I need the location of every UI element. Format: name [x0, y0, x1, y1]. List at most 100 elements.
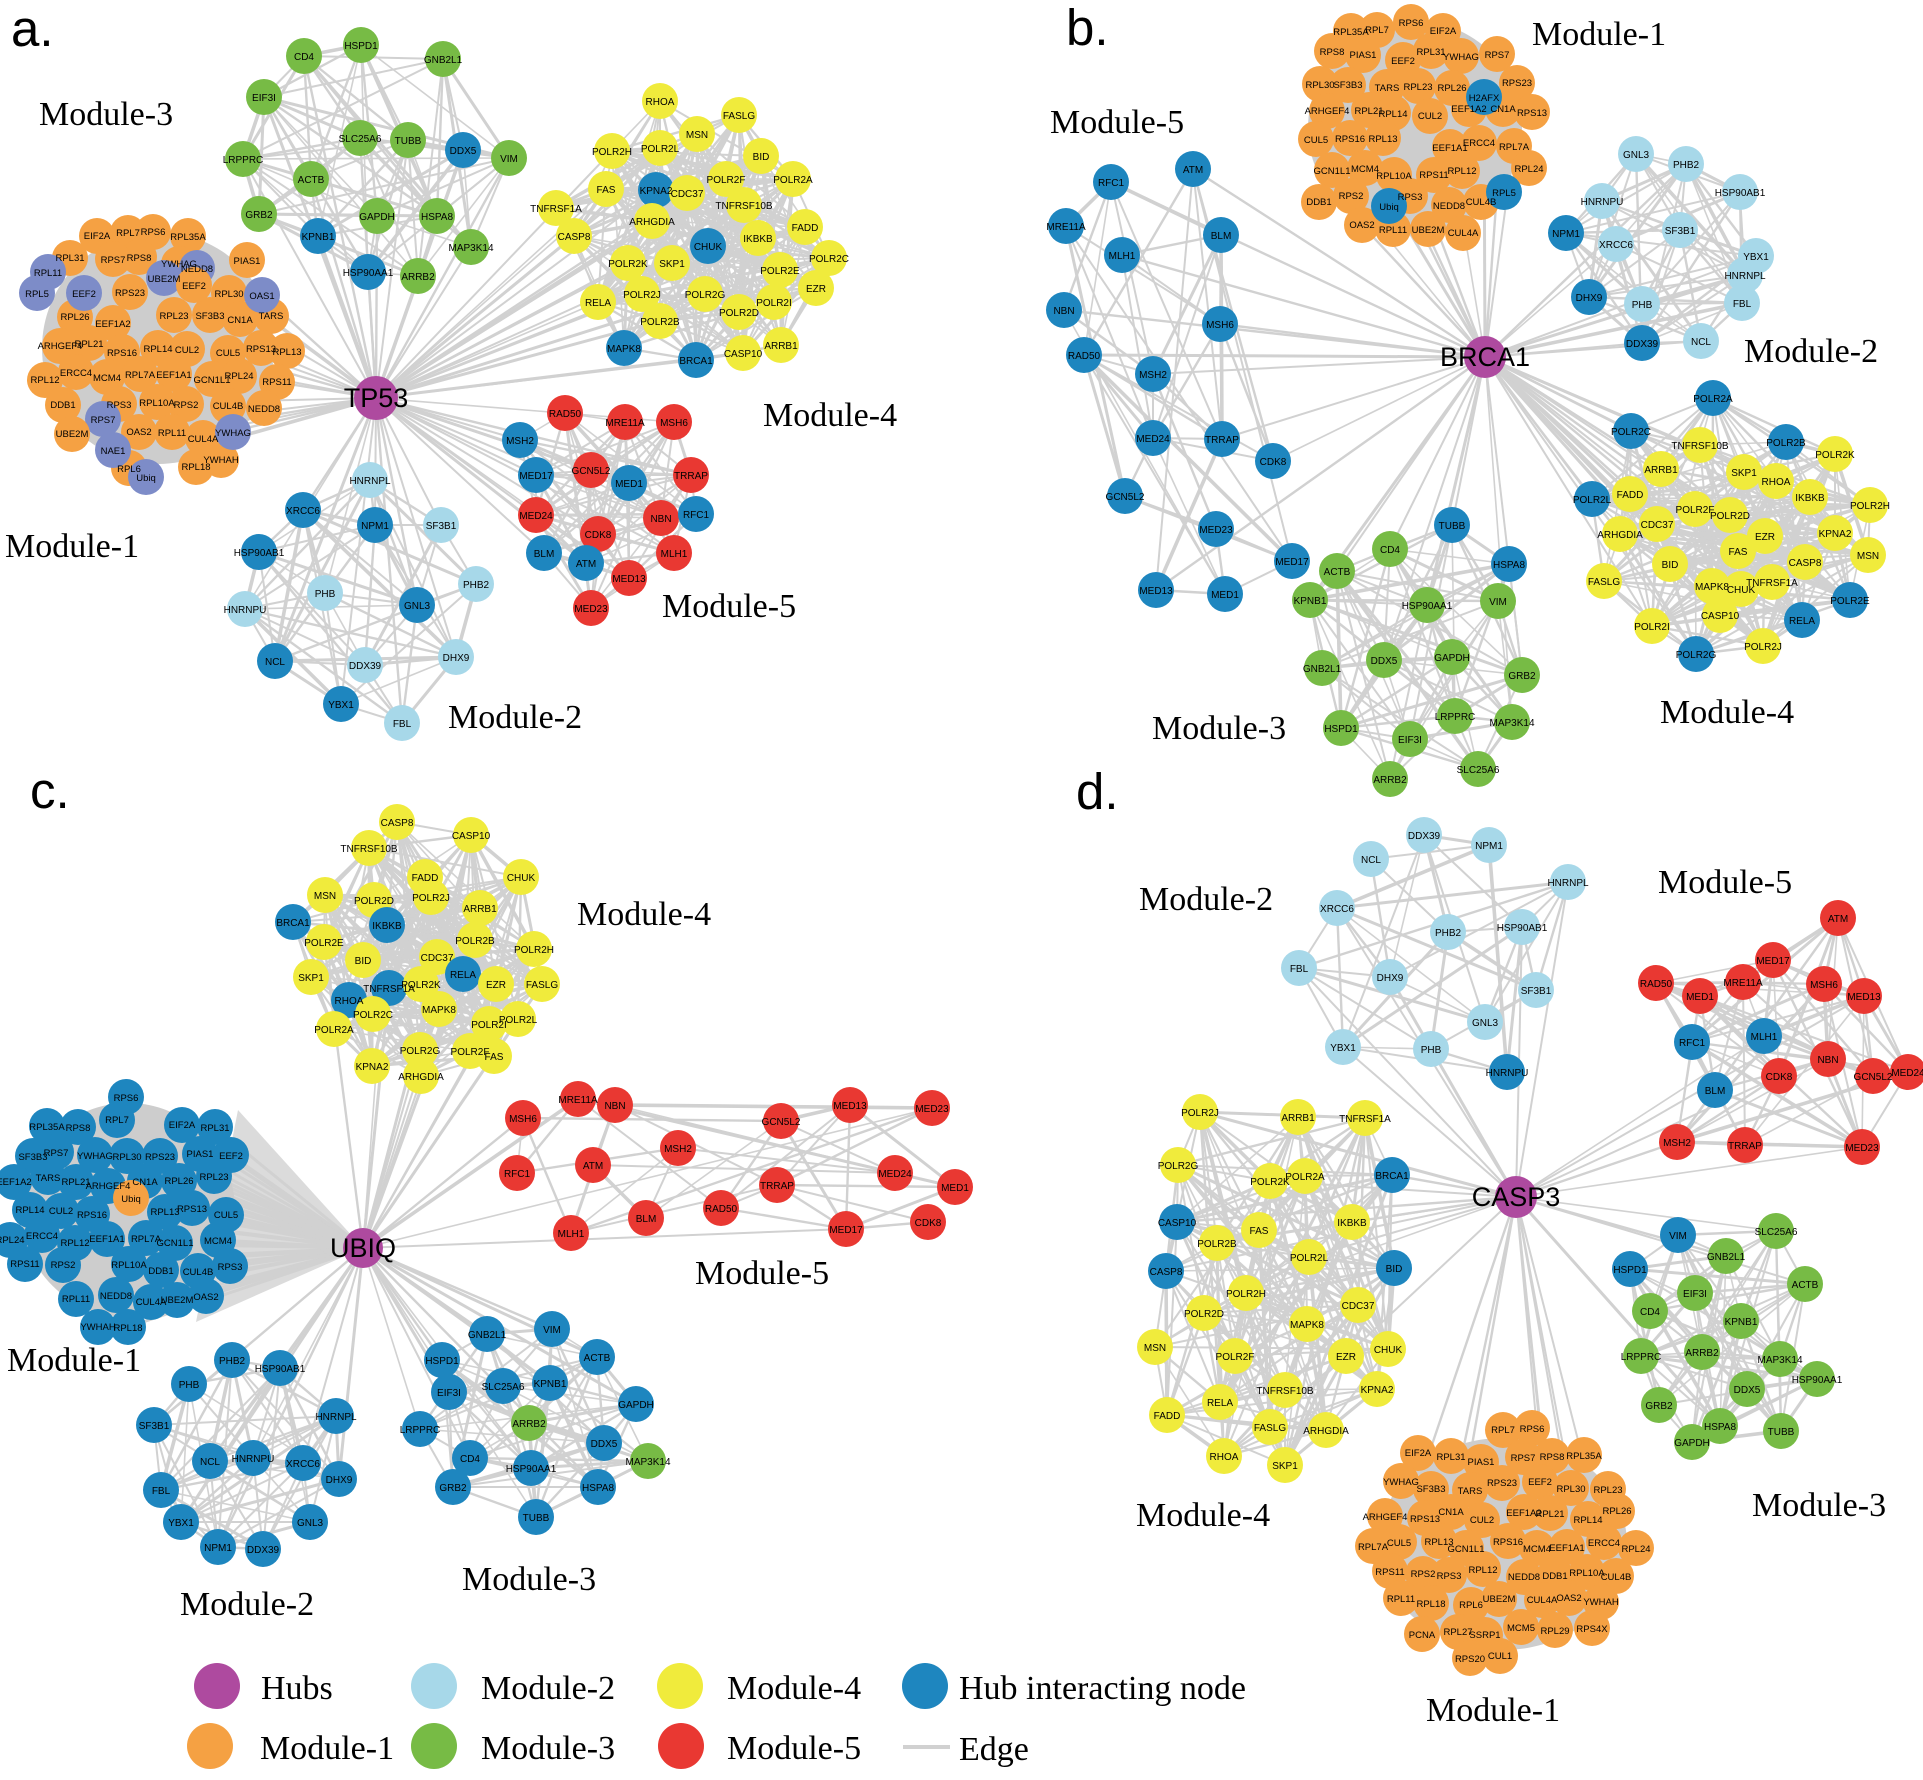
svg-text:RPS8: RPS8 [66, 1123, 91, 1134]
svg-text:POLR2C: POLR2C [809, 254, 849, 265]
svg-text:GAPDH: GAPDH [359, 212, 395, 223]
svg-text:HSPD1: HSPD1 [1613, 1265, 1647, 1276]
svg-text:KPNA2: KPNA2 [1819, 529, 1852, 540]
svg-text:GCN1L1: GCN1L1 [157, 1238, 194, 1249]
svg-text:RPL21: RPL21 [74, 339, 103, 350]
svg-text:RPS3: RPS3 [107, 400, 132, 411]
svg-text:RPL26: RPL26 [164, 1176, 193, 1187]
svg-text:RPL5: RPL5 [1492, 188, 1516, 199]
svg-text:RHOA: RHOA [335, 996, 364, 1007]
svg-text:GCN1L1: GCN1L1 [1448, 1544, 1485, 1555]
svg-text:UBIQ: UBIQ [330, 1233, 396, 1263]
svg-text:ARRB2: ARRB2 [401, 272, 435, 283]
svg-text:GCN1L1: GCN1L1 [1314, 166, 1351, 177]
svg-text:RPS23: RPS23 [145, 1152, 175, 1163]
svg-text:NPM1: NPM1 [1552, 229, 1580, 240]
svg-text:BLM: BLM [1211, 231, 1232, 242]
svg-text:MED24: MED24 [1891, 1068, 1923, 1079]
svg-text:YWHAG: YWHAG [215, 428, 251, 439]
svg-text:DDX39: DDX39 [1408, 831, 1441, 842]
svg-text:MED1: MED1 [615, 479, 643, 490]
svg-text:Module-1: Module-1 [1426, 1692, 1560, 1729]
svg-text:POLR2E: POLR2E [760, 266, 800, 277]
svg-text:CDK8: CDK8 [585, 530, 612, 541]
svg-text:HNRNPL: HNRNPL [1547, 878, 1589, 889]
svg-text:RPL26: RPL26 [60, 312, 89, 323]
svg-text:TRRAP: TRRAP [1205, 435, 1239, 446]
svg-text:RPL7: RPL7 [1365, 25, 1389, 36]
svg-text:NCL: NCL [265, 657, 285, 668]
svg-text:RPL13: RPL13 [272, 347, 301, 358]
svg-text:VIM: VIM [543, 1325, 561, 1336]
svg-text:RPL18: RPL18 [113, 1323, 142, 1334]
svg-text:RPL12: RPL12 [1468, 1565, 1497, 1576]
svg-text:RPS13: RPS13 [177, 1204, 207, 1215]
svg-text:GRB2: GRB2 [439, 1483, 467, 1494]
svg-text:FADD: FADD [412, 873, 439, 884]
svg-text:CASP10: CASP10 [452, 831, 491, 842]
svg-text:UBE2M: UBE2M [1483, 1594, 1516, 1605]
svg-text:HSP90AB1: HSP90AB1 [1497, 923, 1548, 934]
svg-text:GAPDH: GAPDH [1434, 653, 1470, 664]
svg-text:HSP90AA1: HSP90AA1 [1792, 1375, 1843, 1386]
svg-text:YWHAG: YWHAG [77, 1151, 113, 1162]
svg-text:ARHGEF4: ARHGEF4 [1305, 106, 1350, 117]
svg-text:VIM: VIM [1669, 1231, 1687, 1242]
svg-text:DHX9: DHX9 [326, 1475, 353, 1486]
svg-text:DDX5: DDX5 [1734, 1385, 1761, 1396]
svg-text:FASLG: FASLG [1588, 577, 1620, 588]
svg-text:b.: b. [1066, 0, 1109, 56]
svg-text:YBX1: YBX1 [1743, 252, 1769, 263]
svg-text:HSP90AA1: HSP90AA1 [343, 268, 394, 279]
svg-text:RPL27: RPL27 [1443, 1627, 1472, 1638]
svg-text:MED1: MED1 [941, 1183, 969, 1194]
svg-text:FADD: FADD [792, 223, 819, 234]
svg-text:MCM5: MCM5 [1507, 1623, 1535, 1634]
svg-text:MAP3K14: MAP3K14 [1757, 1355, 1802, 1366]
svg-text:Module-1: Module-1 [260, 1730, 394, 1767]
svg-text:Module-3: Module-3 [481, 1730, 615, 1767]
svg-text:POLR2B: POLR2B [1766, 438, 1806, 449]
svg-text:ATM: ATM [583, 1161, 603, 1172]
svg-text:RPL10A: RPL10A [1569, 1568, 1605, 1579]
svg-text:HNRNPU: HNRNPU [1486, 1068, 1529, 1079]
svg-text:RPL13: RPL13 [1368, 134, 1397, 145]
svg-text:a.: a. [11, 0, 54, 57]
svg-text:RPL5: RPL5 [25, 289, 49, 300]
svg-text:PHB: PHB [315, 589, 336, 600]
svg-text:NBN: NBN [650, 514, 671, 525]
svg-text:RPL18: RPL18 [1416, 1599, 1445, 1610]
svg-text:RPL24: RPL24 [0, 1235, 25, 1246]
svg-text:HSP90AB1: HSP90AB1 [1715, 188, 1766, 199]
svg-text:RPL7A: RPL7A [1499, 142, 1530, 153]
svg-text:MLH1: MLH1 [661, 549, 688, 560]
svg-text:ARRB2: ARRB2 [1373, 775, 1407, 786]
svg-text:PHB: PHB [1632, 300, 1653, 311]
svg-text:GNB2L1: GNB2L1 [1707, 1252, 1746, 1263]
svg-text:Module-2: Module-2 [1139, 881, 1273, 918]
svg-text:ARRB2: ARRB2 [1685, 1348, 1719, 1359]
svg-text:PIAS1: PIAS1 [234, 256, 261, 267]
svg-text:SF3B3: SF3B3 [1416, 1484, 1445, 1495]
svg-text:ATM: ATM [1183, 165, 1203, 176]
svg-text:RPL30: RPL30 [1305, 80, 1334, 91]
svg-text:POLR2G: POLR2G [1158, 1161, 1199, 1172]
svg-text:TNFRSF10B: TNFRSF10B [715, 201, 773, 212]
svg-text:HSPD1: HSPD1 [1324, 724, 1358, 735]
svg-text:POLR2H: POLR2H [1226, 1289, 1266, 1300]
svg-text:TRRAP: TRRAP [760, 1181, 794, 1192]
svg-text:RPS2: RPS2 [1339, 191, 1364, 202]
svg-text:ARHGDIA: ARHGDIA [629, 217, 675, 228]
svg-text:Hub interacting node: Hub interacting node [959, 1670, 1246, 1707]
svg-text:CASP10: CASP10 [724, 349, 763, 360]
svg-text:RELA: RELA [1789, 616, 1815, 627]
svg-text:MAP3K14: MAP3K14 [1489, 718, 1534, 729]
svg-text:RHOA: RHOA [1210, 1452, 1239, 1463]
svg-text:OAS2: OAS2 [193, 1292, 218, 1303]
svg-text:SKP1: SKP1 [1731, 468, 1757, 479]
svg-text:SF3B1: SF3B1 [1521, 986, 1552, 997]
svg-text:BID: BID [355, 956, 372, 967]
svg-text:NEDD8: NEDD8 [1508, 1572, 1540, 1583]
svg-text:RPS2: RPS2 [51, 1260, 76, 1271]
svg-text:RAD50: RAD50 [705, 1204, 738, 1215]
